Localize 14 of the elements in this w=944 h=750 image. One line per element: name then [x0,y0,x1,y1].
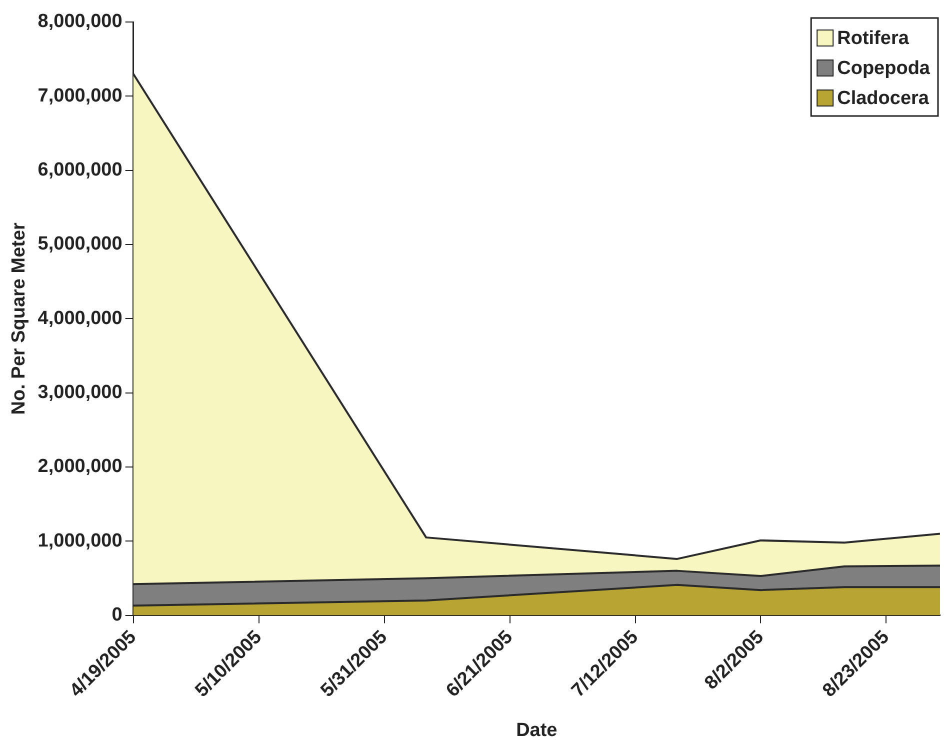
y-tick-label: 1,000,000 [38,530,122,552]
y-axis-title: No. Per Square Meter [8,222,30,415]
y-tick-label: 0 [112,604,122,626]
y-tick-label: 5,000,000 [38,234,122,255]
y-tick-label: 2,000,000 [38,456,122,478]
y-tick-label: 3,000,000 [38,382,122,404]
legend-label: Cladocera [837,88,930,110]
legend-label: Rotifera [837,28,910,50]
y-tick-label: 6,000,000 [38,160,122,181]
y-tick-label: 8,000,000 [38,11,122,32]
legend-label: Copepoda [837,58,930,80]
y-tick-label: 7,000,000 [38,85,122,106]
y-tick-label: 4,000,000 [38,308,122,329]
x-axis-title: Date [516,720,558,741]
